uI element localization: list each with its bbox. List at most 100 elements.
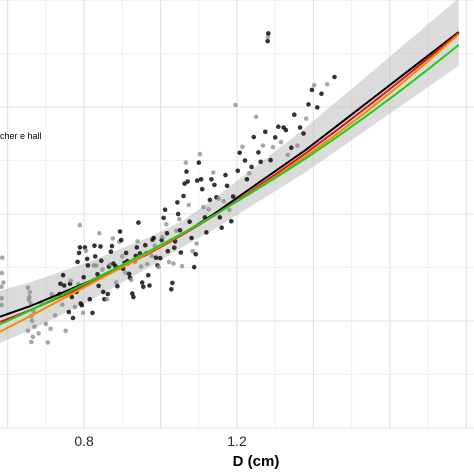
data-point <box>219 225 224 230</box>
data-point <box>204 230 209 235</box>
data-point <box>96 283 101 289</box>
data-point <box>242 158 248 163</box>
data-point <box>81 275 86 280</box>
data-point <box>266 31 271 36</box>
x-axis-title: D (cm) <box>233 453 280 470</box>
data-point <box>197 151 203 157</box>
data-point <box>126 271 132 277</box>
data-point <box>100 289 106 295</box>
data-point <box>97 231 102 236</box>
data-point <box>198 177 204 182</box>
data-point <box>85 263 91 268</box>
data-point <box>77 222 83 228</box>
data-point <box>110 236 116 241</box>
data-point <box>80 310 86 316</box>
data-point <box>123 250 129 256</box>
data-point <box>28 300 33 306</box>
data-point <box>212 182 217 188</box>
data-point <box>170 280 175 286</box>
data-point <box>207 197 213 203</box>
data-point <box>295 143 300 148</box>
legend-text: cher e hall <box>0 131 42 141</box>
data-point <box>136 220 141 225</box>
data-point <box>164 222 169 227</box>
data-point <box>87 296 93 302</box>
data-point <box>181 193 186 199</box>
data-point <box>209 177 214 182</box>
data-point <box>324 82 330 87</box>
data-point <box>260 143 266 148</box>
data-point <box>99 258 104 264</box>
data-point <box>95 272 100 277</box>
data-point <box>79 302 85 308</box>
data-point <box>235 168 241 174</box>
data-point <box>263 129 268 135</box>
data-point <box>32 324 37 329</box>
data-point <box>115 284 120 289</box>
data-point <box>138 264 144 269</box>
data-point <box>186 202 192 208</box>
x-tick-labels: 0.8 1.2 <box>74 433 247 449</box>
data-point <box>75 259 80 265</box>
data-point <box>92 243 97 248</box>
data-point <box>153 255 159 260</box>
data-point <box>117 229 123 234</box>
data-point <box>265 34 271 40</box>
data-point <box>315 105 320 110</box>
data-point <box>272 135 278 140</box>
data-point <box>196 160 202 165</box>
data-point <box>177 216 182 222</box>
data-point <box>165 248 171 254</box>
data-point <box>169 287 174 292</box>
data-point <box>216 196 221 201</box>
data-point <box>319 91 324 96</box>
data-point <box>211 170 216 175</box>
x-tick-label: 0.8 <box>74 433 94 449</box>
x-tick-label: 1.2 <box>227 433 247 449</box>
data-point <box>63 328 68 334</box>
data-point <box>151 235 156 241</box>
data-point <box>144 261 150 267</box>
data-point <box>72 304 78 310</box>
data-point <box>143 242 148 248</box>
data-point <box>289 145 294 150</box>
data-point <box>172 245 177 251</box>
data-point <box>120 254 125 259</box>
data-point <box>223 172 228 178</box>
data-point <box>157 255 163 261</box>
data-point <box>229 219 234 224</box>
data-point <box>36 331 41 336</box>
data-point <box>25 285 31 290</box>
data-point <box>69 294 75 300</box>
data-point <box>175 200 180 205</box>
data-point <box>156 264 161 270</box>
data-point <box>68 278 73 284</box>
data-point <box>332 74 337 80</box>
data-point <box>162 207 168 212</box>
data-point <box>227 207 232 213</box>
data-point <box>113 280 119 285</box>
data-point <box>84 256 90 262</box>
data-point <box>29 339 34 345</box>
data-point <box>131 294 136 300</box>
data-point <box>184 169 189 174</box>
data-point <box>166 259 172 265</box>
data-point <box>199 186 205 192</box>
data-point <box>183 160 189 165</box>
data-point <box>0 296 4 301</box>
data-point <box>171 261 176 266</box>
data-point <box>187 219 192 224</box>
data-point <box>175 211 181 217</box>
data-point <box>30 334 36 340</box>
data-point <box>76 250 82 256</box>
data-point <box>1 280 6 285</box>
data-point <box>258 159 264 165</box>
data-point <box>118 237 124 243</box>
data-point <box>60 302 65 308</box>
data-point <box>0 255 5 260</box>
data-point <box>160 234 165 240</box>
confidence-band-area <box>0 0 459 343</box>
data-point <box>189 235 194 241</box>
data-point <box>237 150 242 156</box>
